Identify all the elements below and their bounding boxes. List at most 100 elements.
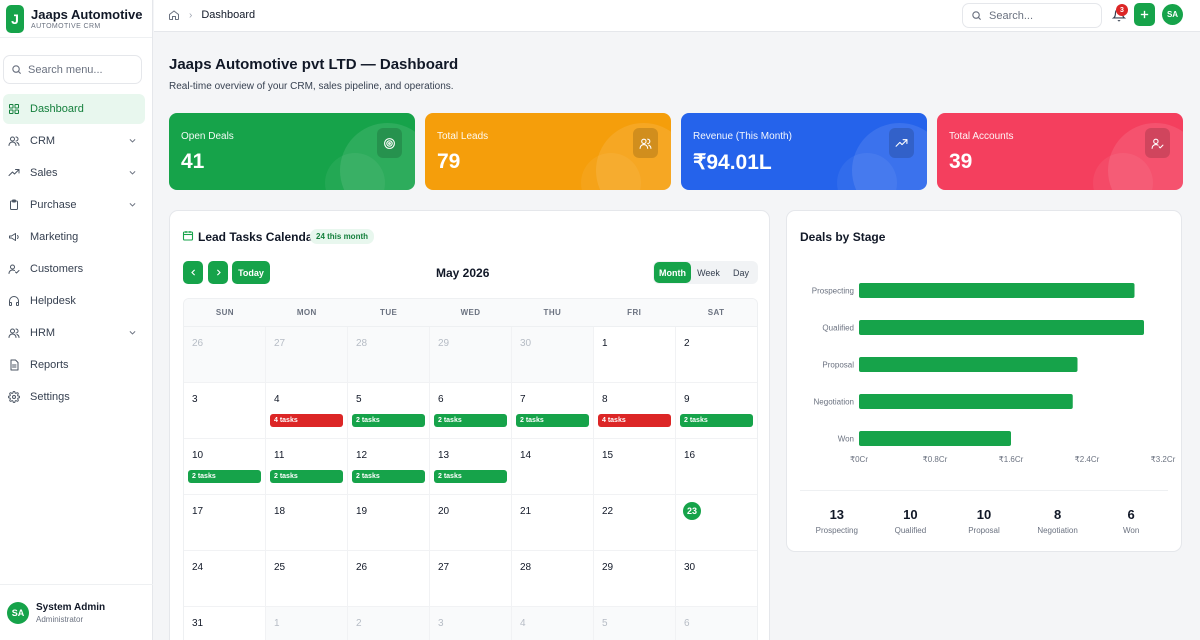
task-badge[interactable]: 2 tasks [188,470,261,483]
task-badge[interactable]: 2 tasks [434,470,507,483]
next-month-button[interactable] [208,261,228,284]
add-button[interactable] [1134,3,1155,26]
avatar[interactable]: SA [1162,4,1183,25]
day-number: 3 [438,618,444,629]
calendar-day[interactable]: 26 [348,551,430,606]
chevron-down-icon[interactable] [128,136,137,145]
sidebar-item-crm[interactable]: CRM [3,126,145,156]
calendar-day[interactable]: 3 [430,607,512,640]
calendar-day[interactable]: 27 [266,327,348,382]
bar[interactable] [859,357,1078,372]
task-badge[interactable]: 2 tasks [352,470,425,483]
chevron-down-icon[interactable] [128,328,137,337]
calendar-day[interactable]: 27 [430,551,512,606]
task-badge[interactable]: 2 tasks [270,470,343,483]
home-icon[interactable] [168,9,180,21]
calendar-day[interactable]: 22 [594,495,676,550]
calendar-week: 3 4 4 tasks 5 2 tasks 6 2 tasks 7 2 tasks 8 4 task… [184,383,757,439]
calendar-day[interactable]: 14 [512,439,594,494]
sidebar-item-settings[interactable]: Settings [3,382,145,412]
calendar-day[interactable]: 15 [594,439,676,494]
calendar-day[interactable]: 28 [348,327,430,382]
calendar-day[interactable]: 1 [266,607,348,640]
calendar-day[interactable]: 17 [184,495,266,550]
chevron-down-icon[interactable] [128,200,137,209]
today-button[interactable]: Today [232,261,270,284]
calendar-day-today[interactable]: 23 [676,495,757,550]
day-number: 26 [192,338,204,349]
calendar-day[interactable]: 3 [184,383,266,438]
task-badge[interactable]: 2 tasks [516,414,589,427]
calendar-day[interactable]: 2 [348,607,430,640]
stat-card[interactable]: Total Accounts 39 [937,113,1183,190]
calendar-day[interactable]: 6 2 tasks [430,383,512,438]
calendar-day[interactable]: 11 2 tasks [266,439,348,494]
chevron-down-icon[interactable] [128,168,137,177]
sidebar-user[interactable]: SA System Admin Administrator [0,584,153,640]
calendar-day[interactable]: 12 2 tasks [348,439,430,494]
view-day-button[interactable]: Day [732,267,749,278]
top-search-input[interactable] [989,9,1094,22]
top-search[interactable] [962,3,1102,28]
calendar-day[interactable]: 18 [266,495,348,550]
view-month-button[interactable]: Month [654,262,691,283]
calendar-day[interactable]: 28 [512,551,594,606]
brand[interactable]: J Jaaps Automotive ... AUTOMOTIVE CRM [0,0,152,38]
calendar-day[interactable]: 21 [512,495,594,550]
calendar-day[interactable]: 5 2 tasks [348,383,430,438]
sidebar-item-marketing[interactable]: Marketing [3,222,145,252]
calendar-day[interactable]: 1 [594,327,676,382]
calendar-day[interactable]: 29 [594,551,676,606]
calendar-day[interactable]: 7 2 tasks [512,383,594,438]
calendar-day[interactable]: 10 2 tasks [184,439,266,494]
sidebar-item-helpdesk[interactable]: Helpdesk [3,286,145,316]
bar[interactable] [859,320,1144,335]
sidebar-search-input[interactable] [28,63,138,76]
day-number: 12 [356,450,368,461]
calendar-day[interactable]: 29 [430,327,512,382]
stat-card[interactable]: Open Deals 41 [169,113,415,190]
calendar-day[interactable]: 24 [184,551,266,606]
calendar-day[interactable]: 2 [676,327,757,382]
calendar-day[interactable]: 4 4 tasks [266,383,348,438]
calendar-day[interactable]: 8 4 tasks [594,383,676,438]
view-week-button[interactable]: Week [697,267,720,278]
calendar-day[interactable]: 5 [594,607,676,640]
user-check-icon [8,264,20,274]
bar[interactable] [859,394,1073,409]
sidebar-search[interactable] [3,55,142,84]
sidebar-item-sales[interactable]: Sales [3,158,145,188]
weekday-label: TUE [380,308,398,317]
stat-card[interactable]: Total Leads 79 [425,113,671,190]
calendar-day[interactable]: 30 [676,551,757,606]
task-badge[interactable]: 4 tasks [270,414,343,427]
sidebar-item-purchase[interactable]: Purchase [3,190,145,220]
calendar-day[interactable]: 30 [512,327,594,382]
calendar-day[interactable]: 6 [676,607,757,640]
task-badge[interactable]: 2 tasks [680,414,753,427]
sidebar-item-customers[interactable]: Customers [3,254,145,284]
stat-card[interactable]: Revenue (This Month) ₹94.01L [681,113,927,190]
sidebar-item-dashboard[interactable]: Dashboard [3,94,145,124]
bar[interactable] [859,283,1135,298]
calendar-day[interactable]: 4 [512,607,594,640]
calendar-day[interactable]: 9 2 tasks [676,383,757,438]
sidebar-item-label: CRM [30,135,56,147]
calendar-day[interactable]: 26 [184,327,266,382]
bar[interactable] [859,431,1011,446]
task-badge[interactable]: 2 tasks [434,414,507,427]
calendar-day[interactable]: 16 [676,439,757,494]
calendar-day[interactable]: 13 2 tasks [430,439,512,494]
file-text-icon [10,359,19,371]
prev-month-button[interactable] [183,261,203,284]
calendar-day[interactable]: 31 [184,607,266,640]
search-icon [12,65,22,75]
task-badge[interactable]: 2 tasks [352,414,425,427]
weekday-label: SAT [707,308,725,317]
task-badge[interactable]: 4 tasks [598,414,671,427]
sidebar-item-hrm[interactable]: HRM [3,318,145,348]
calendar-day[interactable]: 20 [430,495,512,550]
sidebar-item-reports[interactable]: Reports [3,350,145,380]
calendar-day[interactable]: 19 [348,495,430,550]
calendar-day[interactable]: 25 [266,551,348,606]
